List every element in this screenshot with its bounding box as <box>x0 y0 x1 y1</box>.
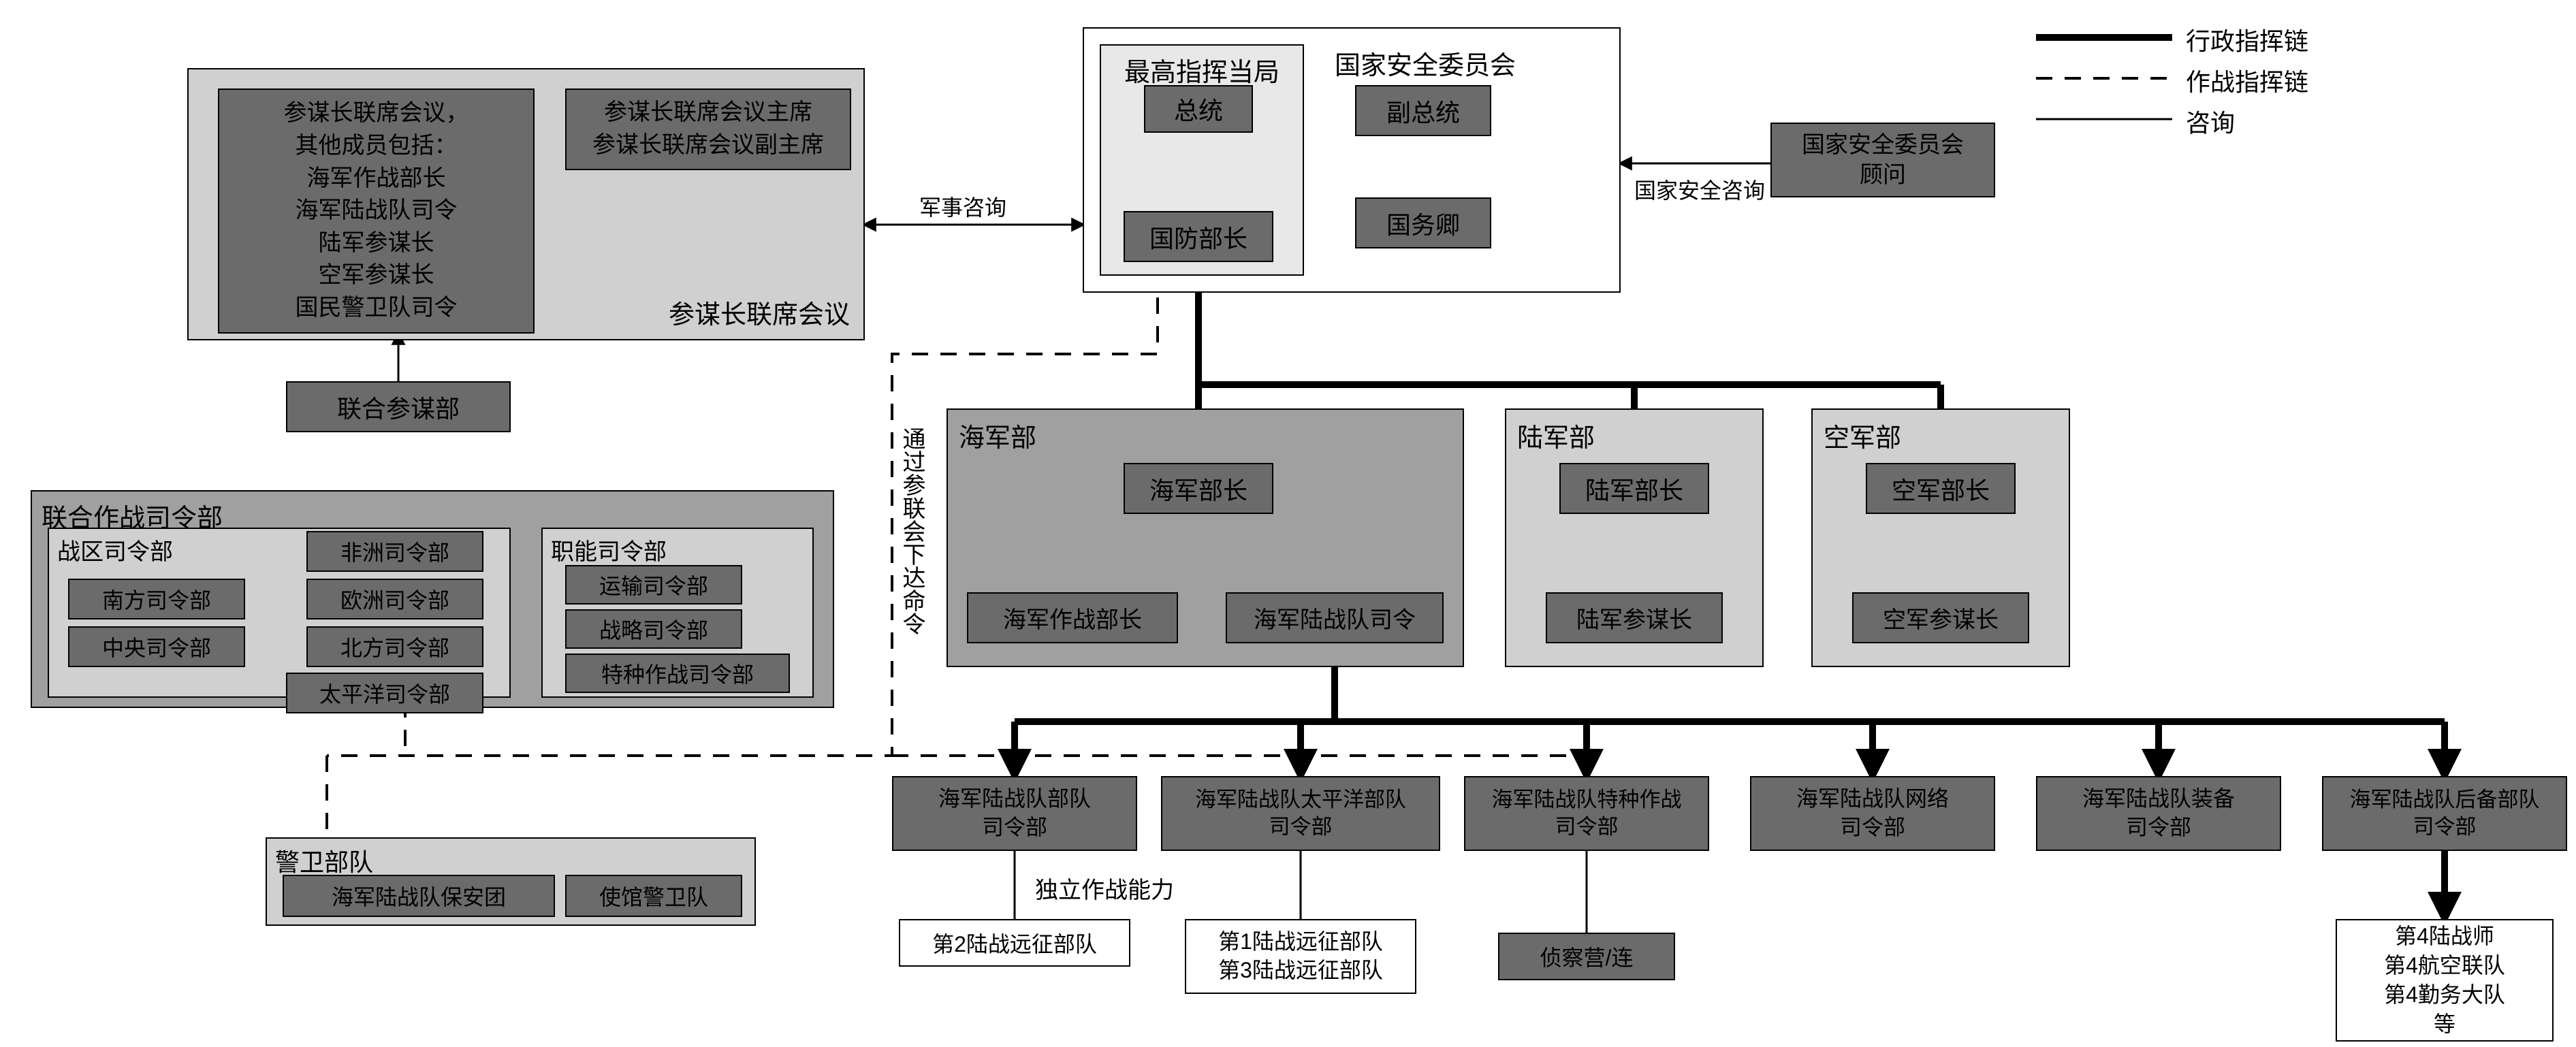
marequip-l1: 海军陆战队装备 <box>2082 785 2235 814</box>
cmd-socom: 特种作战司令部 <box>565 654 790 693</box>
vp-box: 副总统 <box>1355 85 1491 136</box>
ru1: 第4陆战师 <box>2395 922 2494 951</box>
af-title: 空军部 <box>1824 417 1901 454</box>
military-advice-label: 军事咨询 <box>919 191 1006 222</box>
af-chief: 空军参谋长 <box>1852 592 2029 643</box>
indep-ops-label: 独立作战能力 <box>1035 871 1174 905</box>
nsc-advisor-box: 国家安全委员会 顾问 <box>1770 123 1995 197</box>
recon: 侦察营/连 <box>1498 933 1675 980</box>
jcs-m5: 陆军参谋长 <box>319 227 434 260</box>
marforcom: 海军陆战队部队 司令部 <box>892 776 1137 851</box>
cmc-box: 海军陆战队司令 <box>1226 592 1444 643</box>
jcs-ch1: 参谋长联席会议主席 <box>604 97 812 129</box>
marsoc-l1: 海军陆战队特种作战 <box>1492 786 1682 814</box>
cmd-africa: 非洲司令部 <box>306 531 483 572</box>
secdef-box: 国防部长 <box>1124 211 1273 262</box>
nsc-advisor-l2: 顾问 <box>1860 160 1906 190</box>
marequip: 海军陆战队装备 司令部 <box>2036 776 2281 851</box>
guard-title: 警卫部队 <box>275 843 373 878</box>
legend-advice: 咨询 <box>2186 103 2235 139</box>
guard-embassy: 使馆警卫队 <box>565 875 742 917</box>
legend-admin: 行政指挥链 <box>2186 22 2308 57</box>
marcyber: 海军陆战队网络 司令部 <box>1750 776 1995 851</box>
theater-title: 战区司令部 <box>57 533 173 566</box>
ru2: 第4航空联队 <box>2384 951 2505 980</box>
jcs-m2: 其他成员包括： <box>296 130 458 163</box>
ru3: 第4勤务大队 <box>2384 980 2505 1010</box>
marcyber-l2: 司令部 <box>1840 814 1905 842</box>
marreserve-l1: 海军陆战队后备部队 <box>2350 786 2540 814</box>
cmd-pacific: 太平洋司令部 <box>286 673 483 713</box>
mef2: 第2陆战远征部队 <box>899 919 1130 967</box>
army-title: 陆军部 <box>1517 417 1595 454</box>
nca-title: 最高指挥当局 <box>1124 51 1279 88</box>
marforpac-l1: 海军陆战队太平洋部队 <box>1195 786 1406 814</box>
marforcom-l2: 司令部 <box>982 814 1047 842</box>
cmd-north: 北方司令部 <box>306 626 483 667</box>
guard-regiment: 海军陆战队保安团 <box>283 875 555 917</box>
jcs-m7: 国民警卫队司令 <box>296 292 458 325</box>
marcyber-l1: 海军陆战队网络 <box>1796 785 1949 814</box>
nsc-advisor-l1: 国家安全委员会 <box>1802 130 1964 160</box>
marsoc-l2: 司令部 <box>1555 814 1619 841</box>
marforpac-l2: 司令部 <box>1269 814 1333 841</box>
joint-staff-box: 联合参谋部 <box>286 381 511 432</box>
marforcom-l1: 海军陆战队部队 <box>938 785 1091 814</box>
cmd-central: 中央司令部 <box>68 626 245 667</box>
nsc-title: 国家安全委员会 <box>1335 44 1516 82</box>
jcs-m4: 海军陆战队司令 <box>296 195 458 227</box>
marsoc: 海军陆战队特种作战 司令部 <box>1464 776 1709 851</box>
jcs-m1: 参谋长联席会议， <box>284 97 469 130</box>
legend-ops: 作战指挥链 <box>2186 63 2308 98</box>
cmd-south: 南方司令部 <box>68 579 245 619</box>
mef1: 第1陆战远征部队 <box>1218 928 1383 956</box>
marreserve-l2: 司令部 <box>2413 814 2477 841</box>
navy-sec: 海军部长 <box>1124 463 1273 514</box>
cmd-europe: 欧洲司令部 <box>306 579 483 619</box>
marequip-l2: 司令部 <box>2126 814 2191 842</box>
mef3: 第3陆战远征部队 <box>1218 956 1383 985</box>
marforpac: 海军陆战队太平洋部队 司令部 <box>1161 776 1440 851</box>
army-sec: 陆军部长 <box>1559 463 1709 514</box>
through-jcs-label: 通过参联会下达命令 <box>895 381 929 681</box>
cmd-strategic: 战略司令部 <box>565 609 742 649</box>
af-sec: 空军部长 <box>1866 463 2016 514</box>
marreserve: 海军陆战队后备部队 司令部 <box>2322 776 2567 851</box>
navy-title: 海军部 <box>959 417 1036 454</box>
secstate-box: 国务卿 <box>1355 197 1491 248</box>
jcs-m3: 海军作战部长 <box>307 163 446 195</box>
president-box: 总统 <box>1144 85 1253 133</box>
jcs-ch2: 参谋长联席会议副主席 <box>592 129 824 162</box>
jcs-title: 参谋长联席会议 <box>669 293 850 331</box>
army-chief: 陆军参谋长 <box>1546 592 1723 643</box>
nsc-edge-label: 国家安全咨询 <box>1634 174 1765 205</box>
functional-title: 职能司令部 <box>551 533 667 566</box>
jcs-members-box: 参谋长联席会议， 其他成员包括： 海军作战部长 海军陆战队司令 陆军参谋长 空军… <box>218 88 535 334</box>
cno-box: 海军作战部长 <box>967 592 1178 643</box>
canvas: 行政指挥链 作战指挥链 咨询 最高指挥当局 总统 国防部长 国家安全委员会 副总… <box>0 0 2576 1047</box>
cmd-transport: 运输司令部 <box>565 565 742 605</box>
jcs-m6: 空军参谋长 <box>319 259 434 292</box>
mef13: 第1陆战远征部队 第3陆战远征部队 <box>1185 919 1416 994</box>
reserve-units: 第4陆战师 第4航空联队 第4勤务大队 等 <box>2336 919 2554 1042</box>
jcs-chairman-box: 参谋长联席会议主席 参谋长联席会议副主席 <box>565 88 851 170</box>
ru4: 等 <box>2434 1010 2455 1039</box>
